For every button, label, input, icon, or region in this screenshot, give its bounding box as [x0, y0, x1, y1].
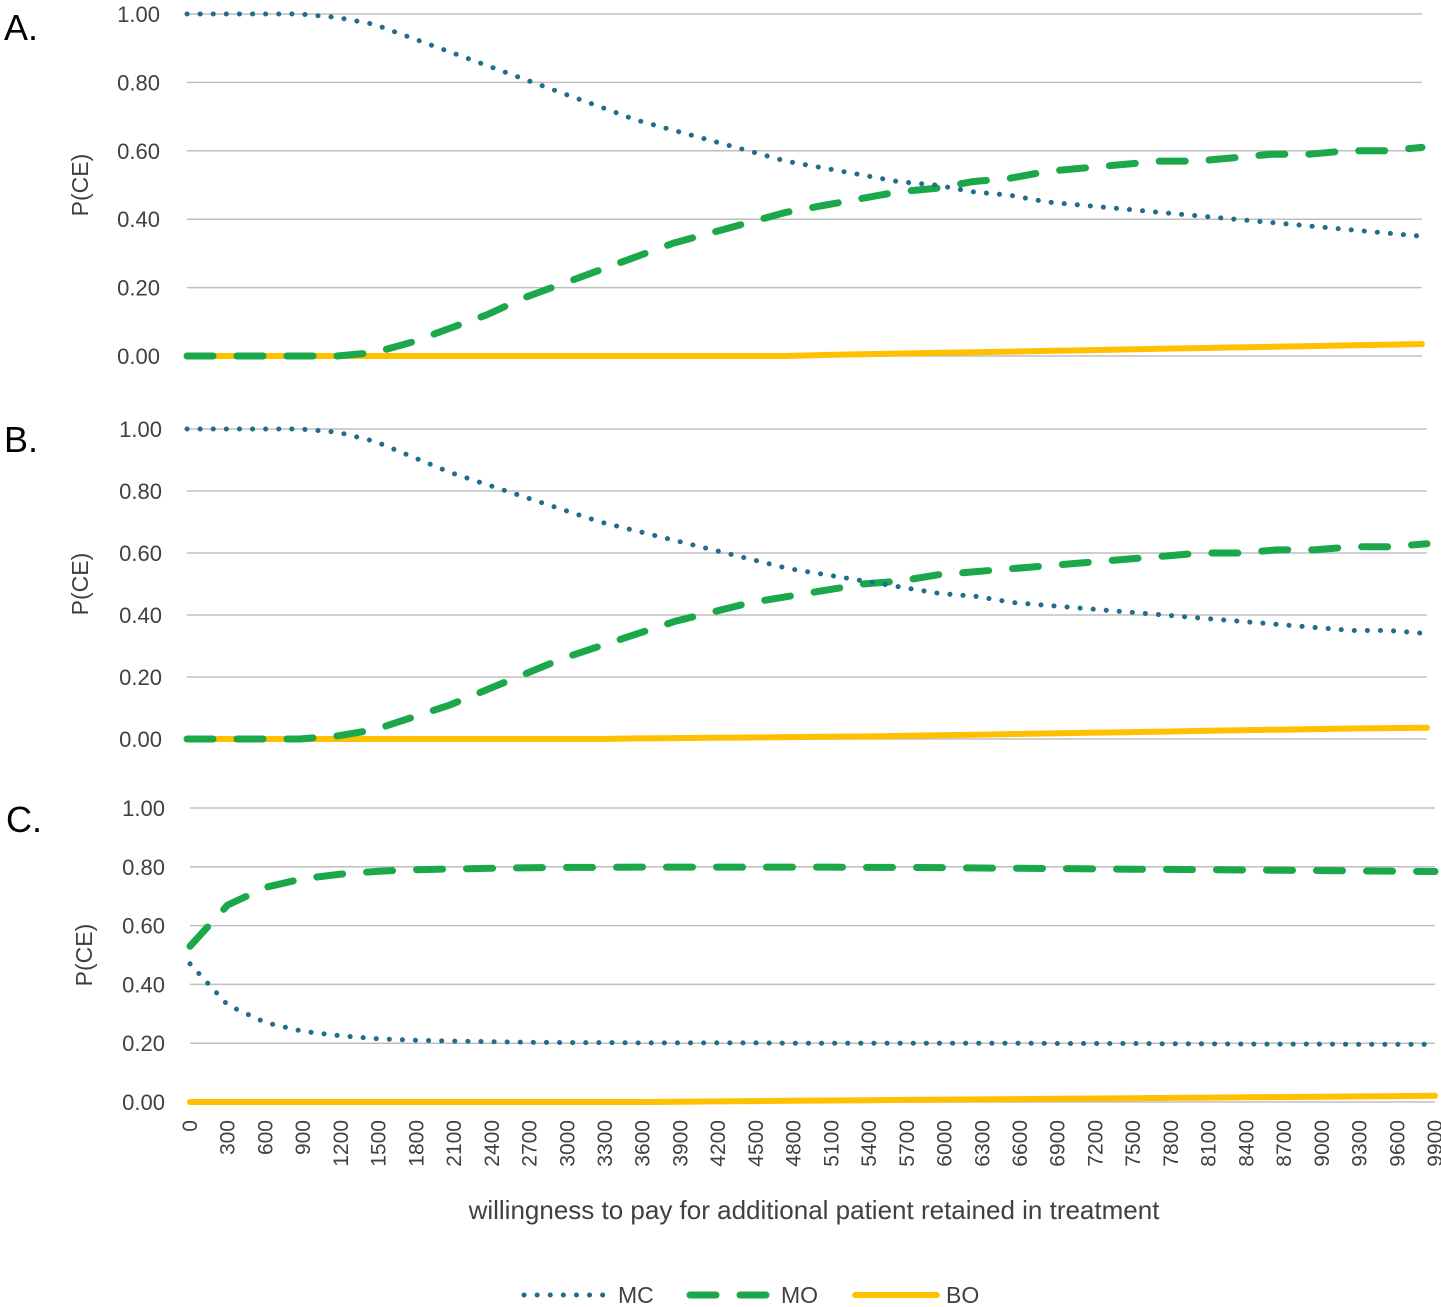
y-tick-label: 0.20 [122, 1031, 165, 1056]
y-tick-label: 0.40 [117, 207, 160, 232]
x-tick-label: 0 [179, 1120, 202, 1132]
x-tick-label: 4800 [783, 1120, 806, 1167]
x-tick-label: 9300 [1349, 1120, 1372, 1167]
y-axis-label: P(CE) [71, 924, 97, 987]
x-tick-label: 3000 [556, 1120, 579, 1167]
x-tick-label: 9000 [1311, 1120, 1334, 1167]
x-tick-label: 6300 [971, 1120, 994, 1167]
y-tick-label: 0.80 [122, 855, 165, 880]
y-tick-label: 0.60 [119, 541, 162, 566]
y-tick-label: 0.40 [122, 972, 165, 997]
y-tick-label: 1.00 [122, 796, 165, 821]
y-tick-label: 0.00 [122, 1090, 165, 1115]
x-tick-label: 8400 [1235, 1120, 1258, 1167]
series-line-mo [183, 143, 1426, 360]
x-tick-label: 4500 [745, 1120, 768, 1167]
y-tick-label: 0.40 [119, 603, 162, 628]
x-tick-label: 1200 [330, 1120, 353, 1167]
chart-panel-3: 0.00 0.20 0.40 0.60 0.80 1.00 C. P(CE) 0 300 600 90… [6, 796, 1441, 1167]
x-tick-label: 600 [254, 1120, 277, 1155]
series-line-mo [186, 863, 1439, 950]
legend-label: MC [618, 1282, 654, 1307]
legend-item-mc: MC [521, 1282, 654, 1307]
series-line-mc [187, 961, 1438, 1047]
x-axis-label: willingness to pay for additional patien… [468, 1195, 1161, 1225]
x-tick-label: 8700 [1273, 1120, 1296, 1167]
x-tick-label: 3300 [594, 1120, 617, 1167]
panel-label: C. [6, 799, 42, 840]
x-tick-label: 7500 [1122, 1120, 1145, 1167]
series-line-bo [187, 1092, 1438, 1105]
legend-item-bo: BO [852, 1282, 979, 1307]
y-tick-label: 0.20 [117, 276, 160, 301]
series-line-mo [183, 540, 1431, 743]
x-tick-label: 2100 [443, 1120, 466, 1167]
x-tick-label: 9900 [1424, 1120, 1441, 1167]
x-tick-label: 5100 [820, 1120, 843, 1167]
x-tick-label: 3900 [669, 1120, 692, 1167]
x-tick-label: 2400 [481, 1120, 504, 1167]
x-tick-label: 6900 [1047, 1120, 1070, 1167]
chart-panel-2: 0.00 0.20 0.40 0.60 0.80 1.00 B. P(CE) [4, 417, 1431, 752]
x-tick-label: 7800 [1160, 1120, 1183, 1167]
series-line-mc [184, 426, 1430, 637]
series-line-bo [184, 341, 1425, 359]
y-tick-label: 1.00 [119, 417, 162, 442]
x-tick-label: 6600 [1009, 1120, 1032, 1167]
x-tick-label: 7200 [1084, 1120, 1107, 1167]
x-tick-label: 3600 [632, 1120, 655, 1167]
x-tick-label: 4200 [707, 1120, 730, 1167]
x-tick-label: 1500 [368, 1120, 391, 1167]
x-tick-label: 900 [292, 1120, 315, 1155]
chart-panel-1: 0.00 0.20 0.40 0.60 0.80 1.00 A. P(CE) [4, 2, 1426, 369]
y-axis-label: P(CE) [67, 553, 93, 616]
y-tick-label: 0.80 [119, 479, 162, 504]
x-tick-label: 2700 [519, 1120, 542, 1167]
panel-label: B. [4, 419, 38, 460]
legend-item-mo: MO [686, 1282, 818, 1307]
series-line-mc [184, 11, 1425, 239]
y-tick-label: 0.80 [117, 70, 160, 95]
x-tick-label: 6000 [934, 1120, 957, 1167]
y-tick-label: 0.60 [122, 914, 165, 939]
x-tick-label: 5700 [896, 1120, 919, 1167]
y-tick-label: 1.00 [117, 2, 160, 27]
chart-panels: 0.000.200.400.600.801.00A.P(CE)0.000.200… [4, 2, 1441, 1167]
legend-label: MO [781, 1282, 818, 1307]
x-tick-label: 9600 [1386, 1120, 1409, 1167]
legend: MC MO BO [521, 1282, 979, 1307]
y-tick-label: 0.00 [119, 727, 162, 752]
panel-label: A. [4, 7, 38, 48]
y-tick-label: 0.20 [119, 665, 162, 690]
legend-label: BO [946, 1282, 979, 1307]
y-tick-label: 0.60 [117, 139, 160, 164]
x-tick-label: 8100 [1198, 1120, 1221, 1167]
x-tick-label: 1800 [405, 1120, 428, 1167]
series-line-bo [184, 724, 1430, 742]
x-tick-label: 300 [217, 1120, 240, 1155]
x-tick-label: 5400 [858, 1120, 881, 1167]
y-tick-label: 0.00 [117, 344, 160, 369]
y-axis-label: P(CE) [67, 154, 93, 217]
